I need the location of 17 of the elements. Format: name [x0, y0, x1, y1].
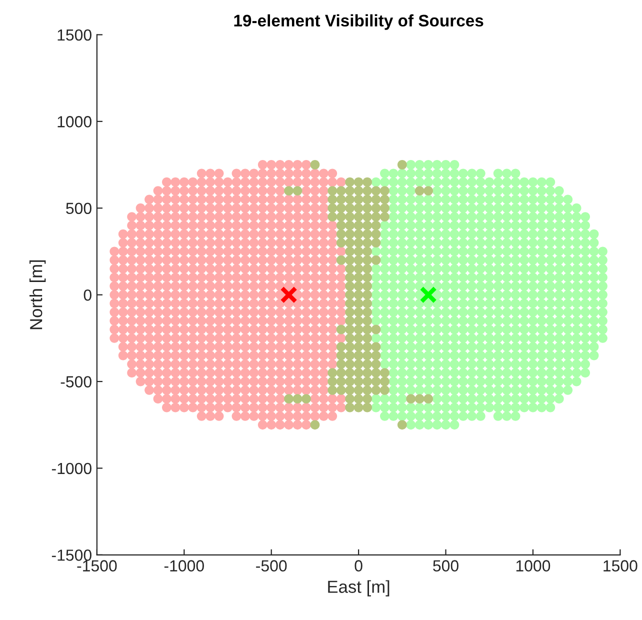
x-tick-label: 500	[433, 560, 458, 572]
x-tick-label: 0	[354, 560, 362, 572]
y-tick-label: 0	[84, 289, 92, 301]
x-tick-label: -1000	[164, 560, 204, 572]
chart-title: 19-element Visibility of Sources	[234, 14, 484, 30]
y-axis-title: North [m]	[29, 260, 46, 330]
y-tick-label: -1000	[52, 462, 92, 474]
y-tick-label: 1500	[58, 29, 92, 41]
x-tick-label: 1000	[516, 560, 550, 572]
x-tick-label: -500	[256, 560, 287, 572]
x-axis-title: East [m]	[328, 580, 390, 596]
y-tick-label: 1000	[58, 116, 92, 128]
y-tick-label: -500	[60, 376, 92, 388]
y-tick-label: 500	[66, 202, 92, 214]
y-tick-label: -1500	[52, 550, 92, 561]
x-tick-label: -1500	[77, 560, 117, 572]
x-tick-label: 1500	[604, 560, 638, 572]
